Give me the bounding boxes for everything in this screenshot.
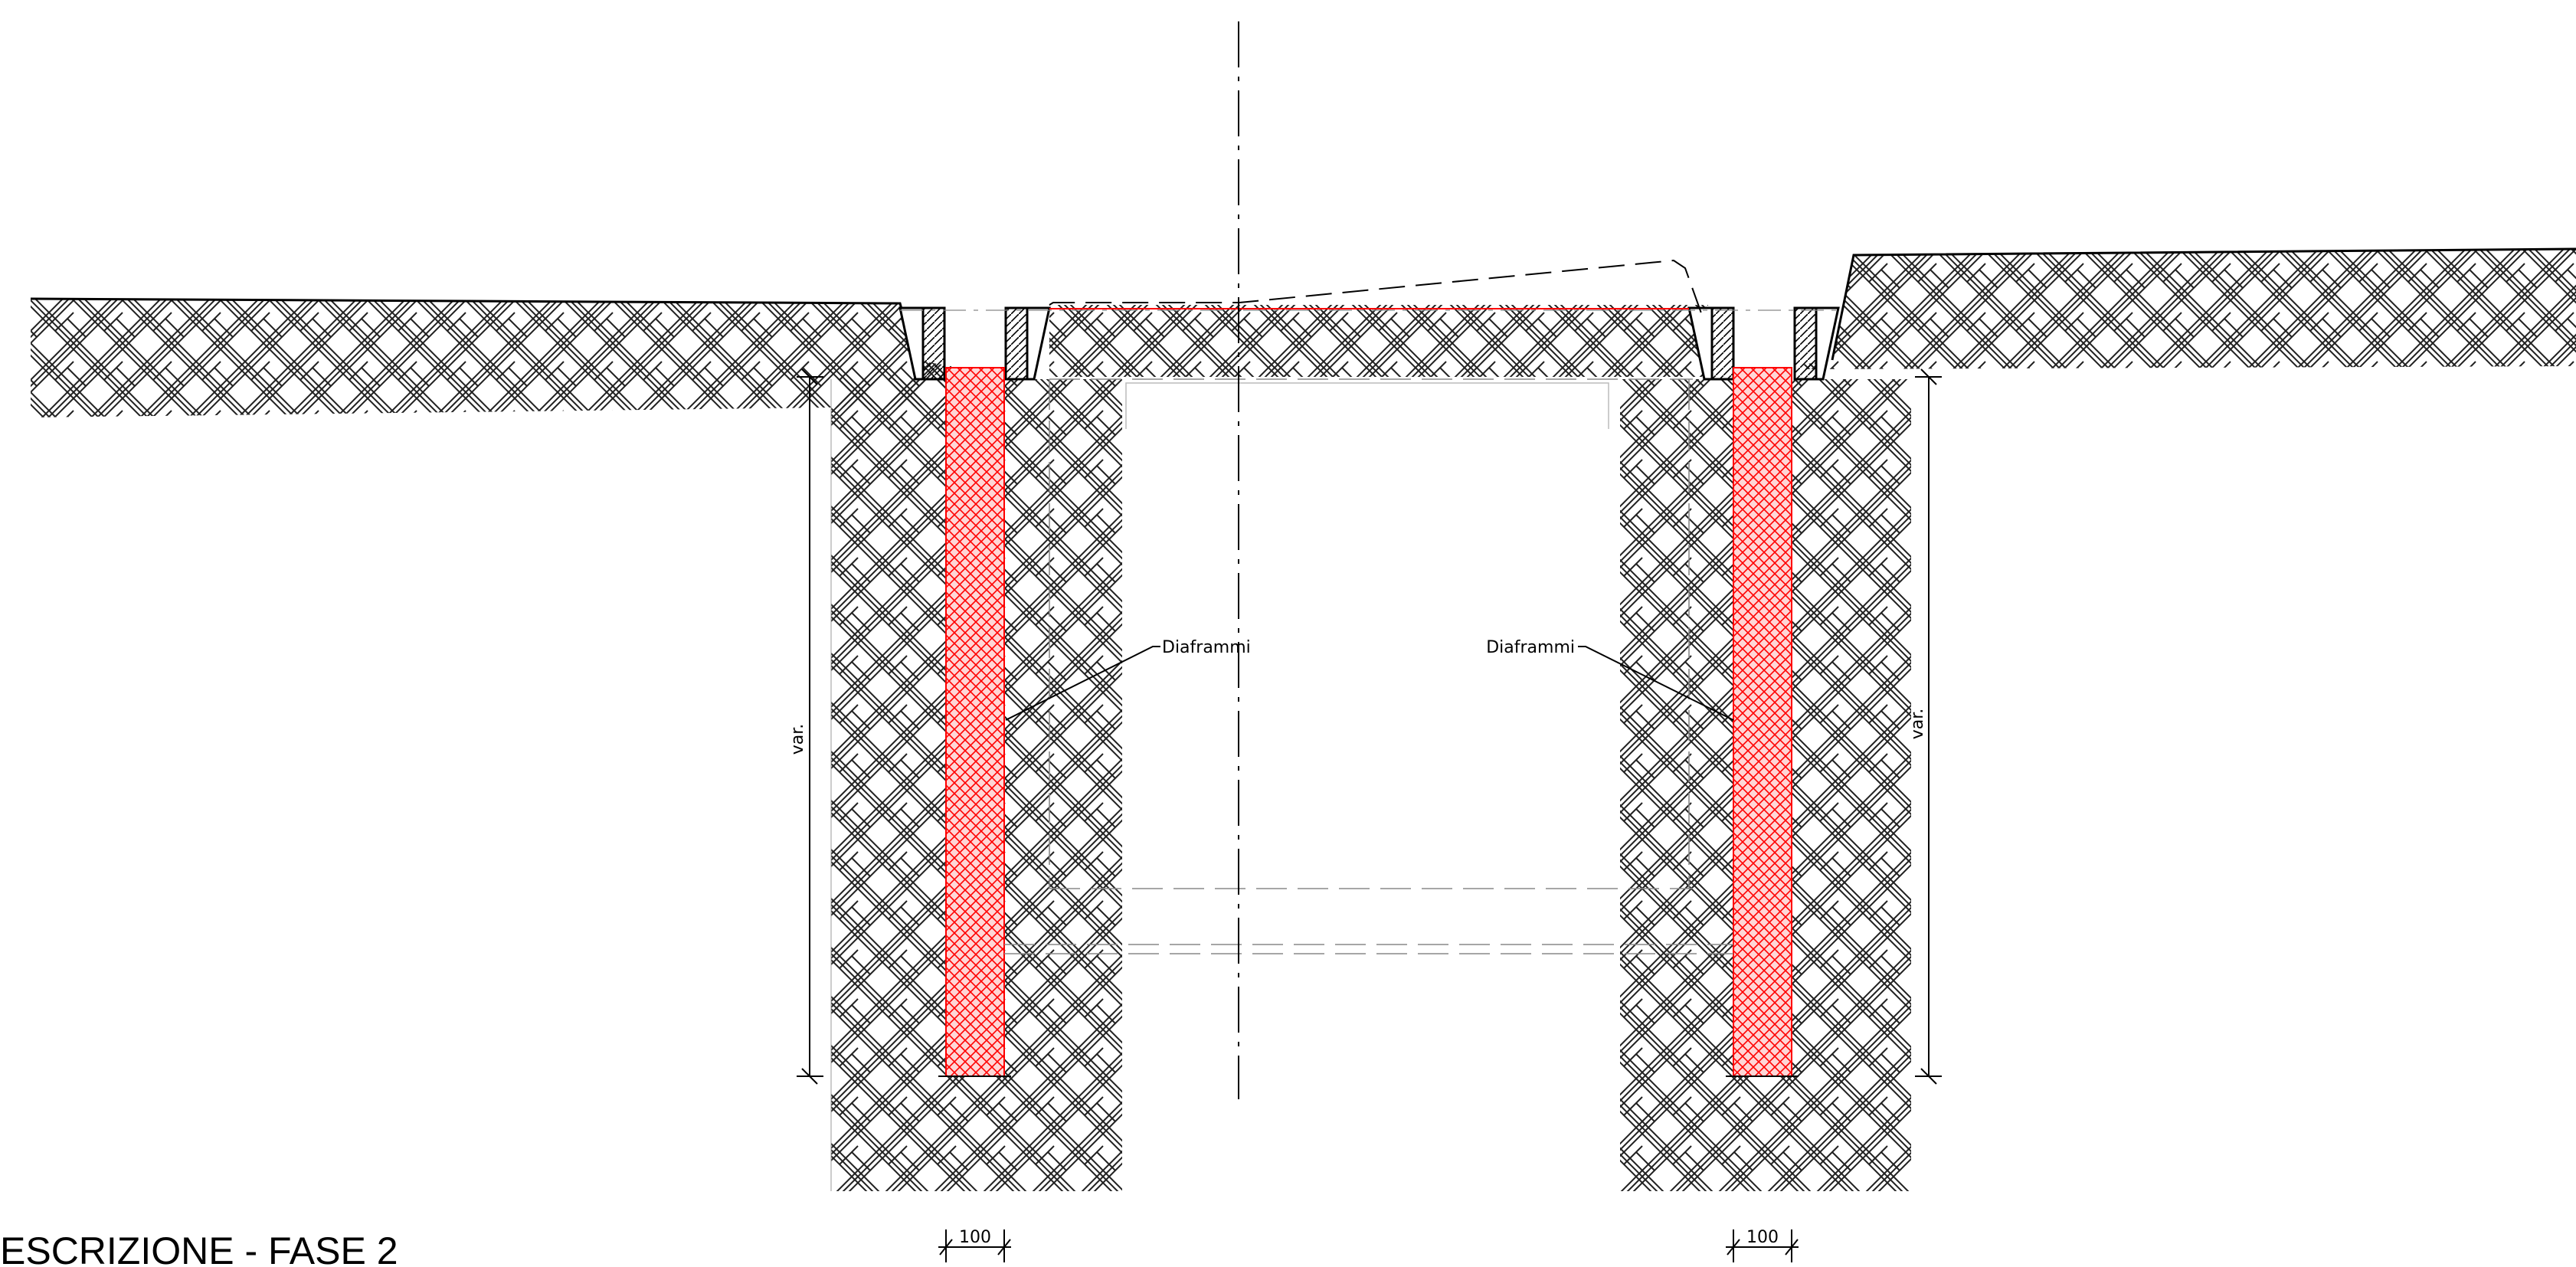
- guide-wall-left-outer: [898, 306, 946, 381]
- diaframmi-label-right: Diaframmi: [1486, 638, 1575, 657]
- leader-right: [1578, 646, 1734, 721]
- excavation-void: [1126, 429, 1609, 1195]
- internal-dashed-lines: [1004, 378, 1733, 954]
- soil-left-surface: [30, 297, 951, 417]
- depth-dimension-left: [797, 368, 823, 1085]
- drawing-title: ESCRIZIONE - FASE 2: [0, 1229, 398, 1267]
- diaphragm-wall-left: [945, 367, 1005, 1077]
- guide-wall-right-outer: [1793, 306, 1840, 381]
- future-profile-dashed: [1049, 259, 1705, 322]
- thickness-label-left: 100: [959, 1228, 991, 1247]
- diaframmi-label-left: Diaframmi: [1162, 638, 1251, 657]
- thickness-dimension-right: [1726, 1229, 1799, 1262]
- leader-left: [1005, 646, 1160, 721]
- soil-central-cap: [1049, 305, 1708, 377]
- thickness-label-right: 100: [1746, 1228, 1779, 1247]
- depth-dimension-right: [1915, 368, 1942, 1085]
- thickness-dimension-left: [938, 1229, 1011, 1262]
- guide-wall-left-inner: [1004, 306, 1051, 381]
- depth-label-right: var.: [1908, 709, 1927, 740]
- soil-right-surface: [1792, 247, 2576, 369]
- guide-wall-right-inner: [1687, 306, 1735, 381]
- depth-label-left: var.: [788, 724, 807, 755]
- diaphragm-wall-right: [1733, 367, 1792, 1077]
